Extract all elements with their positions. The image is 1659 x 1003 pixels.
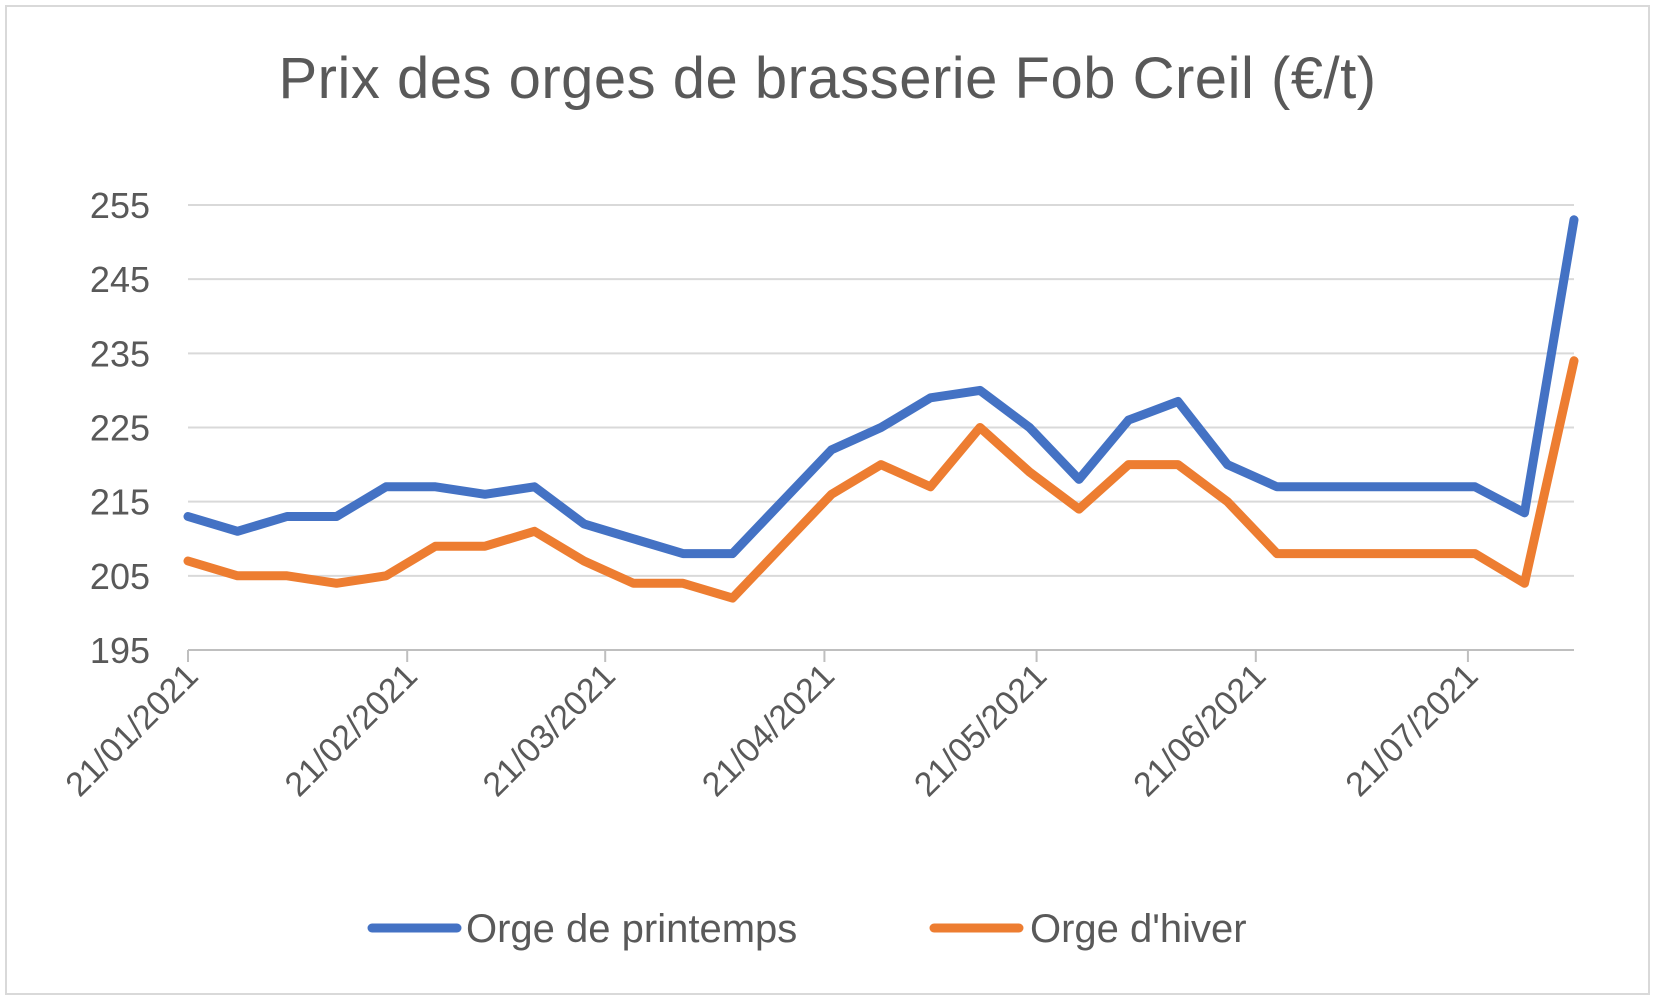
y-tick-label: 255: [90, 185, 150, 226]
data-point: [481, 490, 489, 498]
data-point: [1273, 550, 1281, 558]
data-point: [580, 520, 588, 528]
y-tick-label: 215: [90, 482, 150, 523]
y-tick-label: 225: [90, 408, 150, 449]
legend: Orge de printemps Orge d'hiver: [367, 907, 1247, 951]
data-point: [1570, 216, 1578, 224]
data-point: [828, 490, 836, 498]
data-point: [184, 513, 192, 521]
data-point: [729, 594, 737, 602]
data-point: [580, 557, 588, 565]
x-tick-label: 21/07/2021: [1338, 657, 1485, 804]
data-point: [1422, 483, 1430, 491]
y-tick-label: 235: [90, 333, 150, 374]
data-point: [1075, 505, 1083, 513]
data-point: [1125, 461, 1133, 469]
legend-label: Orge de printemps: [466, 907, 797, 951]
series-lines: [183, 215, 1579, 603]
data-point: [1521, 579, 1529, 587]
series-line-1: [183, 215, 1579, 559]
data-point: [1521, 509, 1529, 517]
data-point: [778, 542, 786, 550]
data-point: [1372, 550, 1380, 558]
data-point: [333, 513, 341, 521]
chart-title: Prix des orges de brasserie Fob Creil (€…: [278, 46, 1377, 111]
x-tick-label: 21/03/2021: [476, 657, 623, 804]
data-point: [828, 446, 836, 454]
data-point: [679, 579, 687, 587]
data-point: [1174, 461, 1182, 469]
data-point: [976, 386, 984, 394]
y-tick-label: 195: [90, 630, 150, 671]
data-point: [234, 572, 242, 580]
x-tick-label: 21/02/2021: [278, 657, 425, 804]
y-axis-ticks: 195 205 215 225 235 245 255: [90, 185, 150, 671]
data-point: [630, 579, 638, 587]
y-tick-label: 245: [90, 259, 150, 300]
data-point: [1323, 483, 1331, 491]
data-point: [630, 535, 638, 543]
data-point: [234, 527, 242, 535]
data-point: [1125, 416, 1133, 424]
data-point: [333, 579, 341, 587]
data-point: [1570, 357, 1578, 365]
data-point: [1372, 483, 1380, 491]
data-point: [1174, 398, 1182, 406]
data-point: [184, 557, 192, 565]
x-tick-label: 21/04/2021: [695, 657, 842, 804]
data-point: [1471, 550, 1479, 558]
data-point: [432, 483, 440, 491]
x-axis-ticks: 21/01/2021 21/02/2021 21/03/2021 21/04/2021…: [58, 650, 1486, 804]
grid-lines: [188, 204, 1574, 651]
data-point: [1224, 498, 1232, 506]
data-point: [531, 483, 539, 491]
data-point: [531, 527, 539, 535]
data-point: [778, 498, 786, 506]
data-point: [976, 424, 984, 432]
data-point: [1323, 550, 1331, 558]
x-tick-label: 21/01/2021: [58, 657, 205, 804]
data-point: [877, 461, 885, 469]
data-point: [1471, 483, 1479, 491]
x-tick-label: 21/06/2021: [1126, 657, 1273, 804]
data-point: [927, 483, 935, 491]
data-point: [283, 513, 291, 521]
data-point: [283, 572, 291, 580]
data-point: [1075, 475, 1083, 483]
data-point: [432, 542, 440, 550]
legend-label: Orge d'hiver: [1030, 907, 1247, 951]
data-point: [1224, 461, 1232, 469]
y-tick-label: 205: [90, 556, 150, 597]
x-tick-label: 21/05/2021: [907, 657, 1054, 804]
data-point: [382, 483, 390, 491]
data-point: [679, 550, 687, 558]
series-line-2: [183, 356, 1579, 603]
data-point: [481, 542, 489, 550]
data-point: [877, 424, 885, 432]
data-point: [1422, 550, 1430, 558]
data-point: [1026, 424, 1034, 432]
data-point: [1273, 483, 1281, 491]
data-point: [729, 550, 737, 558]
data-point: [382, 572, 390, 580]
data-point: [1026, 468, 1034, 476]
data-point: [927, 394, 935, 402]
